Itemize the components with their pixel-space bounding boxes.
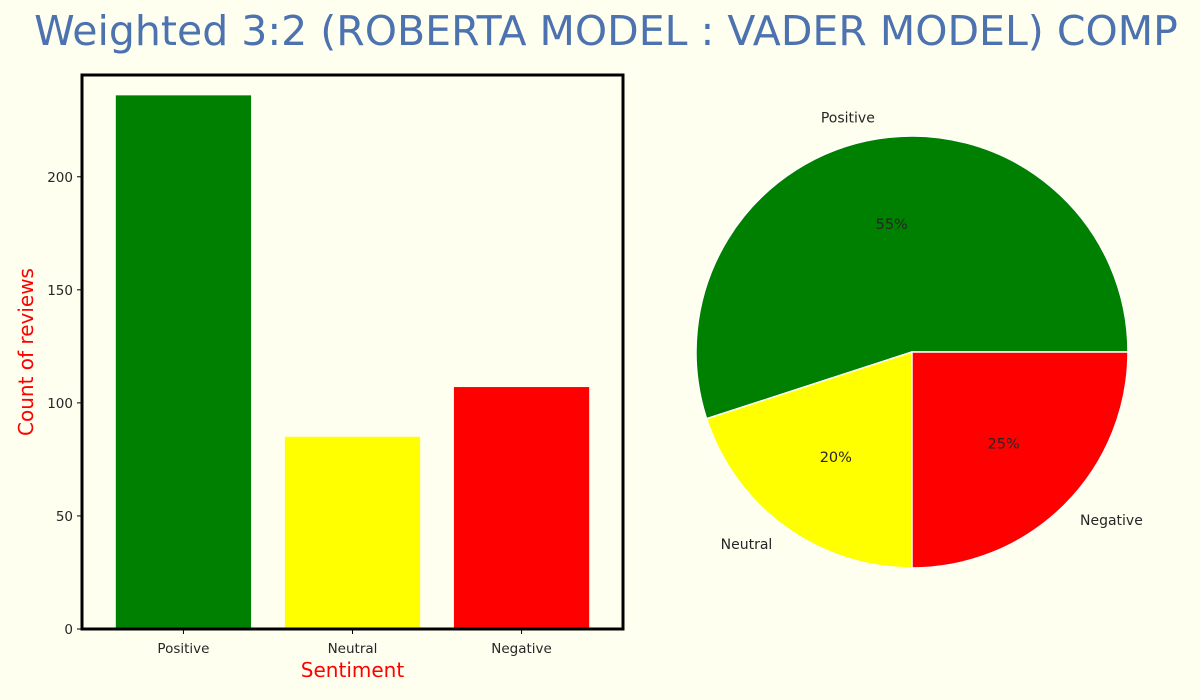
bar-negative [453, 387, 590, 629]
y-tick-label: 0 [64, 622, 73, 638]
bar-axes-frame [80, 73, 625, 631]
pie-pct-label: 20% [820, 450, 852, 466]
pie-pct-label: 55% [876, 217, 908, 233]
pie-label: Negative [1080, 513, 1143, 529]
pie-slice-positive [695, 135, 1129, 420]
bar-neutral [284, 436, 421, 629]
pie-pct-label: 25% [988, 437, 1020, 453]
y-tick-label: 50 [56, 509, 73, 525]
pie-slice-neutral [705, 350, 913, 569]
pie-label: Neutral [721, 537, 773, 553]
bar-positive [115, 95, 252, 630]
pie-slice-negative [911, 351, 1129, 569]
chart-title: Weighted 3:2 (ROBERTA MODEL : VADER MODE… [34, 7, 1178, 55]
x-tick-label: Neutral [328, 641, 378, 657]
x-tick-label: Negative [491, 641, 552, 657]
y-tick-label: 200 [47, 170, 73, 186]
y-tick-label: 150 [47, 283, 73, 299]
x-tick-label: Positive [157, 641, 209, 657]
pie-label: Positive [821, 110, 875, 126]
y-axis-label: Count of reviews [14, 268, 38, 436]
bar-chart: Positive Neutral Negative 0 50 100 150 200 Senti… [14, 73, 625, 682]
pie-chart: Positive 55% Neutral 20% Negative 25% [695, 110, 1143, 569]
y-tick-label: 100 [47, 396, 73, 412]
x-axis-label: Sentiment [301, 658, 405, 682]
